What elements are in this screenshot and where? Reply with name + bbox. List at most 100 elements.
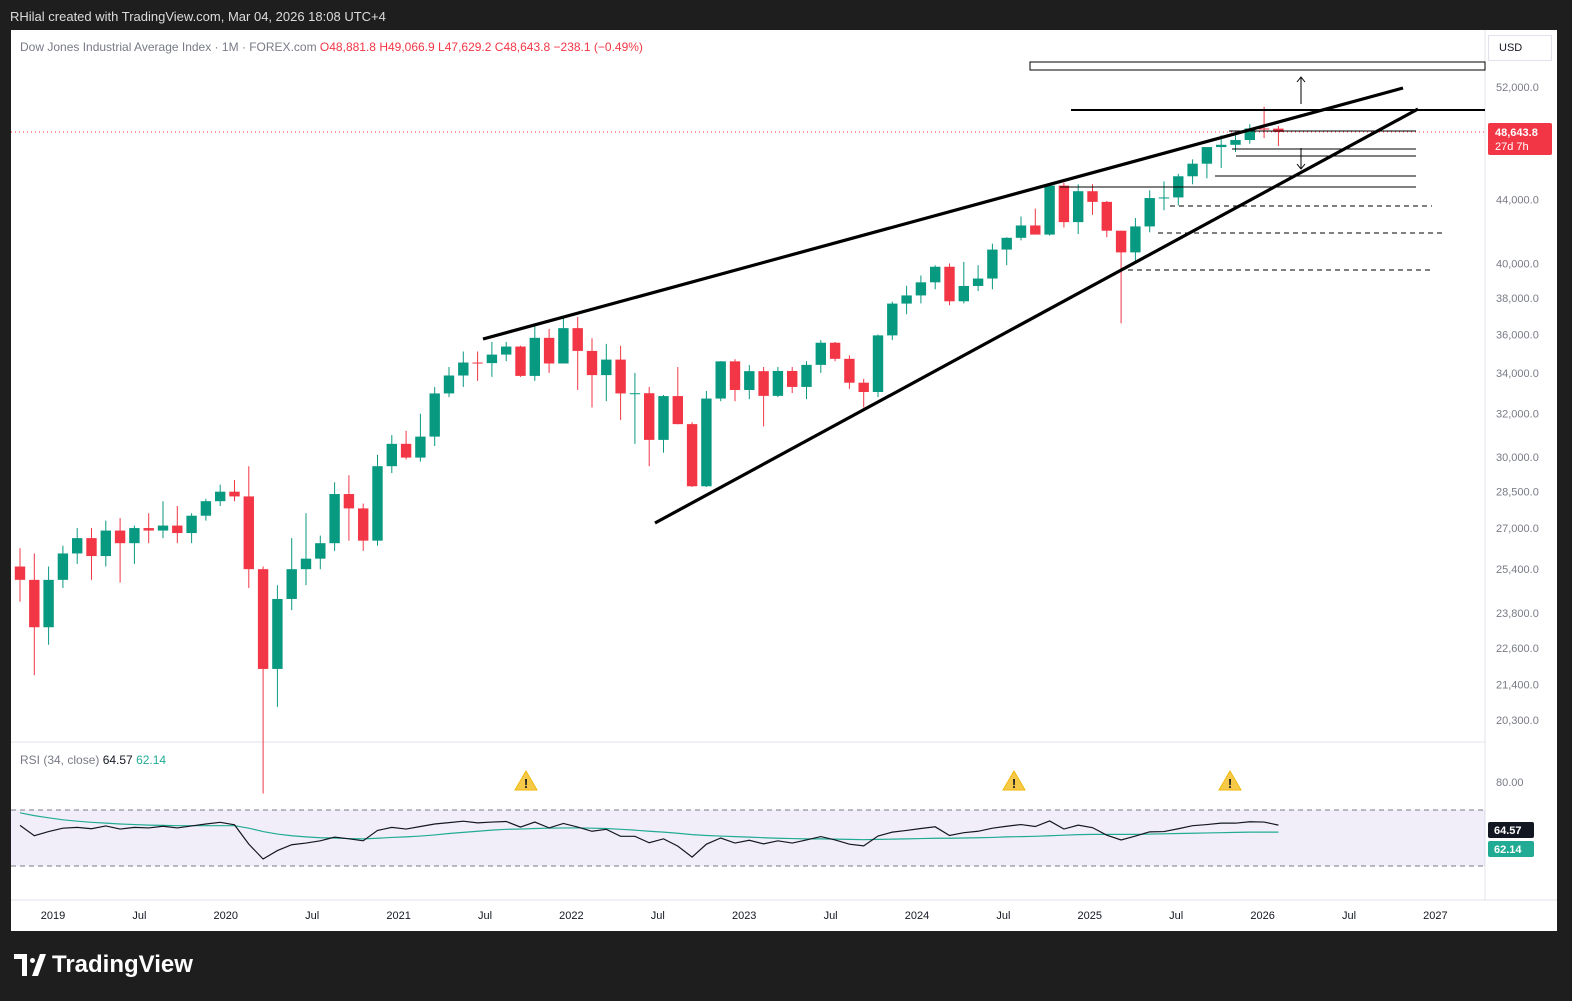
candle-body [372,466,383,541]
candle-body [1273,128,1284,132]
candle-body [1087,191,1098,202]
candle-body [272,598,283,669]
candle-body [1130,226,1141,253]
candle-body [358,508,369,541]
time-tick-label: Jul [478,910,492,922]
time-tick-label: 2023 [732,910,756,922]
price-tick-label: 36,000.0 [1496,329,1539,341]
candle-body [315,543,326,559]
rsi-band [11,810,1485,866]
candle-body [758,371,769,396]
candle-body [286,569,297,599]
warning-icon-mark: ! [1012,776,1016,791]
candle-body [1115,230,1127,253]
candle-body [615,359,626,394]
candle-body [586,350,598,376]
candle-body [787,370,798,387]
currency-button[interactable]: USD [1488,35,1552,61]
candle-body [157,525,169,531]
warning-icon[interactable] [1218,770,1242,791]
candle-body [386,443,397,467]
tradingview-wordmark: TradingView [52,951,193,978]
candle-body [1058,185,1070,223]
candle-body [872,335,884,392]
price-tick-label: 28,500.0 [1496,487,1539,499]
tradingview-logo-icon [14,954,47,976]
time-tick-label: Jul [305,910,319,922]
candle-body [543,337,555,364]
open-value: O48,881.8 [319,40,376,54]
symbol-legend: Dow Jones Industrial Average Index · 1M … [20,40,643,54]
candle-body [958,285,969,302]
candle-body [701,398,712,487]
price-tick-label: 44,000.0 [1496,194,1539,206]
candle-body [1230,140,1241,145]
lower-trendline[interactable] [654,107,1419,525]
candle-body [114,530,126,544]
price-tick-label: 23,800.0 [1496,608,1539,620]
price-tick-label: 32,000.0 [1496,409,1539,421]
rsi-ma-value: 62.14 [136,753,167,767]
candle-body [43,579,54,628]
candle-body [644,393,655,440]
candle-body [329,494,340,544]
time-tick-label: Jul [132,910,146,922]
candle-body [1258,128,1270,130]
candle-body [1030,225,1041,235]
countdown-label: 27d 7h [1495,141,1529,153]
candle-body [415,436,426,458]
candle-body [686,424,698,487]
candle-body [515,346,526,376]
time-tick-label: 2027 [1423,910,1447,922]
candle-body [129,528,140,544]
symbol-title: Dow Jones Industrial Average Index · 1M … [20,40,317,54]
candle-body [572,328,583,351]
candle-body [1001,237,1012,250]
rsi-tick-label: 80.00 [1496,777,1524,789]
time-tick-label: Jul [824,910,838,922]
candle-body [458,362,469,376]
candle-body [186,515,197,534]
rsi-title: RSI (34, close) [20,753,100,767]
rsi-last-badge [1488,822,1534,838]
candle-body [987,249,998,279]
high-value: H49,066.9 [379,40,435,54]
rsi-line [19,820,1279,860]
low-value: L47,629.2 [438,40,492,54]
candle-body [29,579,40,628]
price-tick-label: 34,000.0 [1496,368,1539,380]
target-zone-rectangle[interactable] [1029,61,1486,71]
candle-body [1101,201,1112,231]
candle-body [443,375,455,394]
warning-icon-mark: ! [1228,776,1232,791]
candle-body [486,354,498,364]
warning-icon[interactable] [1002,770,1026,791]
candle-body [1158,197,1170,199]
upper-trendline[interactable] [482,86,1404,341]
candle-body [1044,185,1055,235]
rsi-ma-line [19,812,1279,841]
last-price-badge [1488,123,1552,155]
candle-body [601,359,612,376]
candle-body [887,303,898,336]
candle-body [1015,225,1027,238]
candle-body [529,337,540,376]
candle-body [558,328,569,364]
time-tick-label: 2020 [214,910,238,922]
candle-body [1144,198,1155,227]
candle-body [172,525,183,534]
up-arrow-head [1296,76,1306,83]
time-tick-label: 2021 [386,910,410,922]
candle-body [772,370,784,396]
warning-icon[interactable] [514,770,538,791]
change-value: −238.1 (−0.49%) [553,40,643,54]
candle-body [143,528,154,531]
price-tick-label: 22,600.0 [1496,643,1539,655]
rsi-value: 64.57 [102,753,133,767]
candle-body [429,393,440,437]
candle-body [400,443,412,458]
chart-panel[interactable] [11,30,1557,931]
tradingview-logo[interactable]: TradingView [14,951,193,979]
attribution-bar: RHilal created with TradingView.com, Mar… [0,0,1572,30]
